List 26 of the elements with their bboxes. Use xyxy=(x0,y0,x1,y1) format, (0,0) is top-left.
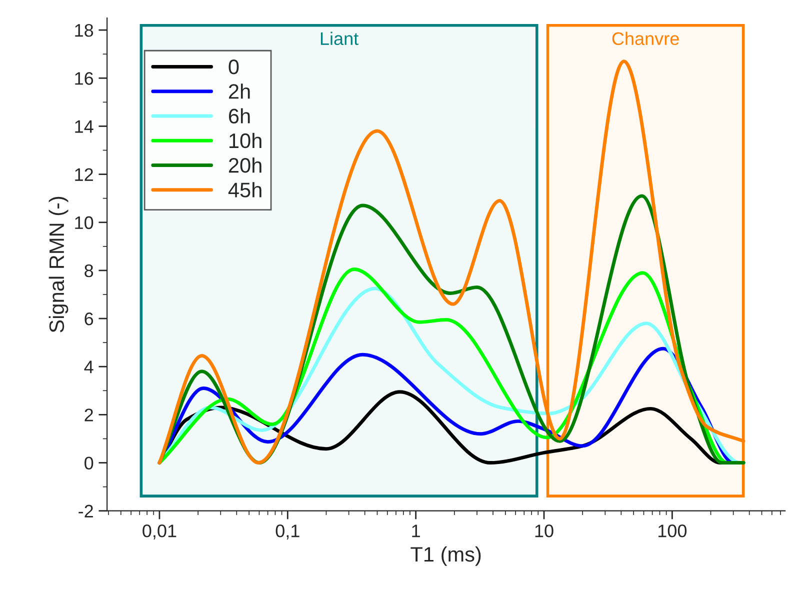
x-tick-label: 0,01 xyxy=(142,524,176,540)
x-tick-label: 100 xyxy=(658,524,687,538)
x-tick-label: 10 xyxy=(535,524,554,538)
y-tick-label: 6 xyxy=(84,312,94,326)
band-label: Liant xyxy=(320,32,358,46)
y-tick-label: 18 xyxy=(75,24,94,37)
y-tick-label: 14 xyxy=(75,120,94,133)
y-tick-label: 12 xyxy=(75,168,93,181)
legend-label: 20h xyxy=(228,157,262,173)
legend-label: 45h xyxy=(228,182,262,198)
y-tick-label: 0 xyxy=(84,456,94,470)
y-tick-label: 4 xyxy=(84,360,94,374)
y-axis-title: Signal RMN (-) xyxy=(48,196,68,332)
y-tick-label: 2 xyxy=(84,408,93,422)
x-axis-title: T1 (ms) xyxy=(410,546,481,566)
y-tick-label: 8 xyxy=(84,264,94,278)
x-tick-label: 1 xyxy=(412,524,420,538)
y-tick-label: -2 xyxy=(78,504,93,518)
legend-label: 6h xyxy=(228,108,250,124)
y-tick-label: 16 xyxy=(75,72,94,85)
legend-label: 0 xyxy=(228,60,239,74)
legend-label: 10h xyxy=(230,132,262,148)
y-tick-label: 10 xyxy=(75,216,94,230)
band-label: Chanvre xyxy=(612,32,679,46)
x-tick-label: 0,1 xyxy=(276,524,300,540)
legend-label: 2h xyxy=(228,84,250,99)
